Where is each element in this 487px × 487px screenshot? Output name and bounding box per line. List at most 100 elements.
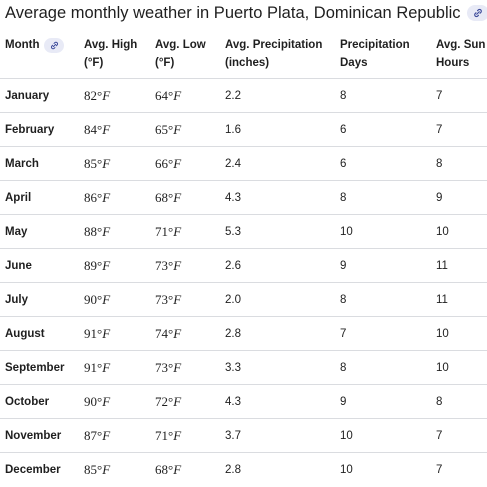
avg-sun-hours-cell: 7	[431, 452, 487, 487]
precipitation-days-cell: 10	[335, 418, 431, 453]
precipitation-days-cell-value: 8	[340, 89, 347, 102]
title-link-button[interactable]	[466, 5, 487, 21]
month-cell: March	[0, 146, 79, 181]
month-cell-value: July	[5, 293, 29, 306]
avg-sun-hours-cell: 8	[431, 146, 487, 181]
avg-low-cell-value: 68°	[155, 189, 174, 205]
table-row: March 85°F 66°F 2.4 6 8	[0, 146, 487, 181]
temperature-unit: F	[102, 257, 111, 273]
precipitation-days-cell: 10	[335, 214, 431, 249]
avg-low-cell-value: 74°	[155, 325, 174, 341]
month-cell-value: October	[5, 395, 50, 408]
temperature-unit: F	[173, 189, 182, 205]
avg-precipitation-cell-value: 3.3	[225, 361, 241, 374]
table-row: October 90°F 72°F 4.3 9 8	[0, 384, 487, 419]
avg-high-cell-value: 91°	[84, 359, 103, 375]
link-icon	[473, 8, 482, 18]
temperature-unit: F	[173, 427, 182, 443]
month-link-button[interactable]	[44, 37, 65, 53]
temperature-unit: F	[102, 393, 111, 409]
weather-table: Month Avg. High (°F) Avg. Low (°F) Avg. …	[0, 30, 487, 487]
table-row: June 89°F 73°F 2.6 9 11	[0, 248, 487, 283]
temperature-unit: F	[102, 87, 111, 103]
precipitation-days-cell-value: 8	[340, 191, 347, 204]
temperature-unit: F	[173, 223, 182, 239]
avg-low-cell-value: 71°	[155, 223, 174, 239]
avg-low-cell-value: 68°	[155, 461, 174, 477]
avg-low-cell-value: 71°	[155, 427, 174, 443]
avg-low-cell: 64°F	[150, 78, 220, 113]
link-icon	[50, 41, 59, 49]
avg-sun-hours-cell: 10	[431, 316, 487, 351]
avg-precipitation-cell: 3.7	[220, 418, 335, 453]
temperature-unit: F	[102, 121, 111, 137]
avg-sun-hours-cell: 8	[431, 384, 487, 419]
avg-sun-hours-cell-value: 11	[436, 259, 448, 272]
avg-high-cell: 90°F	[79, 282, 150, 317]
column-header-avg-low: Avg. Low (°F)	[155, 39, 206, 69]
avg-sun-hours-cell: 10	[431, 214, 487, 249]
table-row: December 85°F 68°F 2.8 10 7	[0, 452, 487, 487]
month-cell: January	[0, 78, 79, 113]
avg-sun-hours-cell: 9	[431, 180, 487, 215]
avg-sun-hours-cell-value: 7	[436, 89, 443, 102]
avg-sun-hours-cell: 11	[431, 282, 487, 317]
avg-high-cell: 84°F	[79, 112, 150, 147]
avg-precipitation-cell-value: 2.8	[225, 463, 241, 476]
avg-precipitation-cell: 2.2	[220, 78, 335, 113]
temperature-unit: F	[102, 325, 111, 341]
month-cell: September	[0, 350, 79, 385]
avg-sun-hours-cell: 7	[431, 112, 487, 147]
precipitation-days-cell-value: 10	[340, 463, 353, 476]
precipitation-days-cell-value: 6	[340, 157, 347, 170]
precipitation-days-cell-value: 8	[340, 293, 347, 306]
avg-precipitation-cell-value: 5.3	[225, 225, 241, 238]
month-cell: October	[0, 384, 79, 419]
month-cell-value: September	[5, 361, 65, 374]
temperature-unit: F	[173, 121, 182, 137]
avg-low-cell: 68°F	[150, 452, 220, 487]
month-cell: November	[0, 418, 79, 453]
table-row: January 82°F 64°F 2.2 8 7	[0, 78, 487, 113]
month-cell-value: August	[5, 327, 45, 340]
precipitation-days-cell-value: 8	[340, 361, 347, 374]
avg-precipitation-cell-value: 2.4	[225, 157, 241, 170]
temperature-unit: F	[173, 291, 182, 307]
avg-precipitation-cell: 2.8	[220, 452, 335, 487]
avg-high-cell: 91°F	[79, 350, 150, 385]
temperature-unit: F	[173, 155, 182, 171]
avg-sun-hours-cell-value: 8	[436, 157, 443, 170]
table-row: August 91°F 74°F 2.8 7 10	[0, 316, 487, 351]
avg-sun-hours-cell-value: 7	[436, 429, 443, 442]
avg-high-cell-value: 89°	[84, 257, 103, 273]
avg-low-cell: 66°F	[150, 146, 220, 181]
column-header-month-label: Month	[5, 39, 40, 51]
avg-sun-hours-cell-value: 10	[436, 225, 449, 238]
avg-sun-hours-cell-value: 9	[436, 191, 443, 204]
avg-precipitation-cell-value: 4.3	[225, 395, 241, 408]
precipitation-days-cell: 8	[335, 350, 431, 385]
avg-high-cell: 82°F	[79, 78, 150, 113]
month-cell-value: December	[5, 463, 61, 476]
column-header-avg-sun-hours: Avg. Sun Hours	[436, 39, 486, 69]
avg-sun-hours-cell: 7	[431, 78, 487, 113]
avg-sun-hours-cell-value: 10	[436, 361, 449, 374]
column-header-precipitation-days: Precipitation Days	[340, 39, 410, 69]
precipitation-days-cell-value: 10	[340, 225, 353, 238]
month-cell-value: November	[5, 429, 62, 442]
precipitation-days-cell-value: 10	[340, 429, 353, 442]
avg-high-cell: 88°F	[79, 214, 150, 249]
avg-sun-hours-cell-value: 7	[436, 463, 443, 476]
avg-high-cell-value: 82°	[84, 87, 103, 103]
month-cell-value: February	[5, 123, 55, 136]
avg-high-cell: 86°F	[79, 180, 150, 215]
avg-low-cell: 73°F	[150, 282, 220, 317]
table-row: September 91°F 73°F 3.3 8 10	[0, 350, 487, 385]
avg-high-cell: 89°F	[79, 248, 150, 283]
avg-precipitation-cell: 2.8	[220, 316, 335, 351]
column-header-avg-precipitation: Avg. Precipitation (inches)	[225, 39, 323, 69]
temperature-unit: F	[102, 291, 111, 307]
precipitation-days-cell-value: 9	[340, 259, 347, 272]
precipitation-days-cell-value: 7	[340, 327, 347, 340]
avg-precipitation-cell: 1.6	[220, 112, 335, 147]
